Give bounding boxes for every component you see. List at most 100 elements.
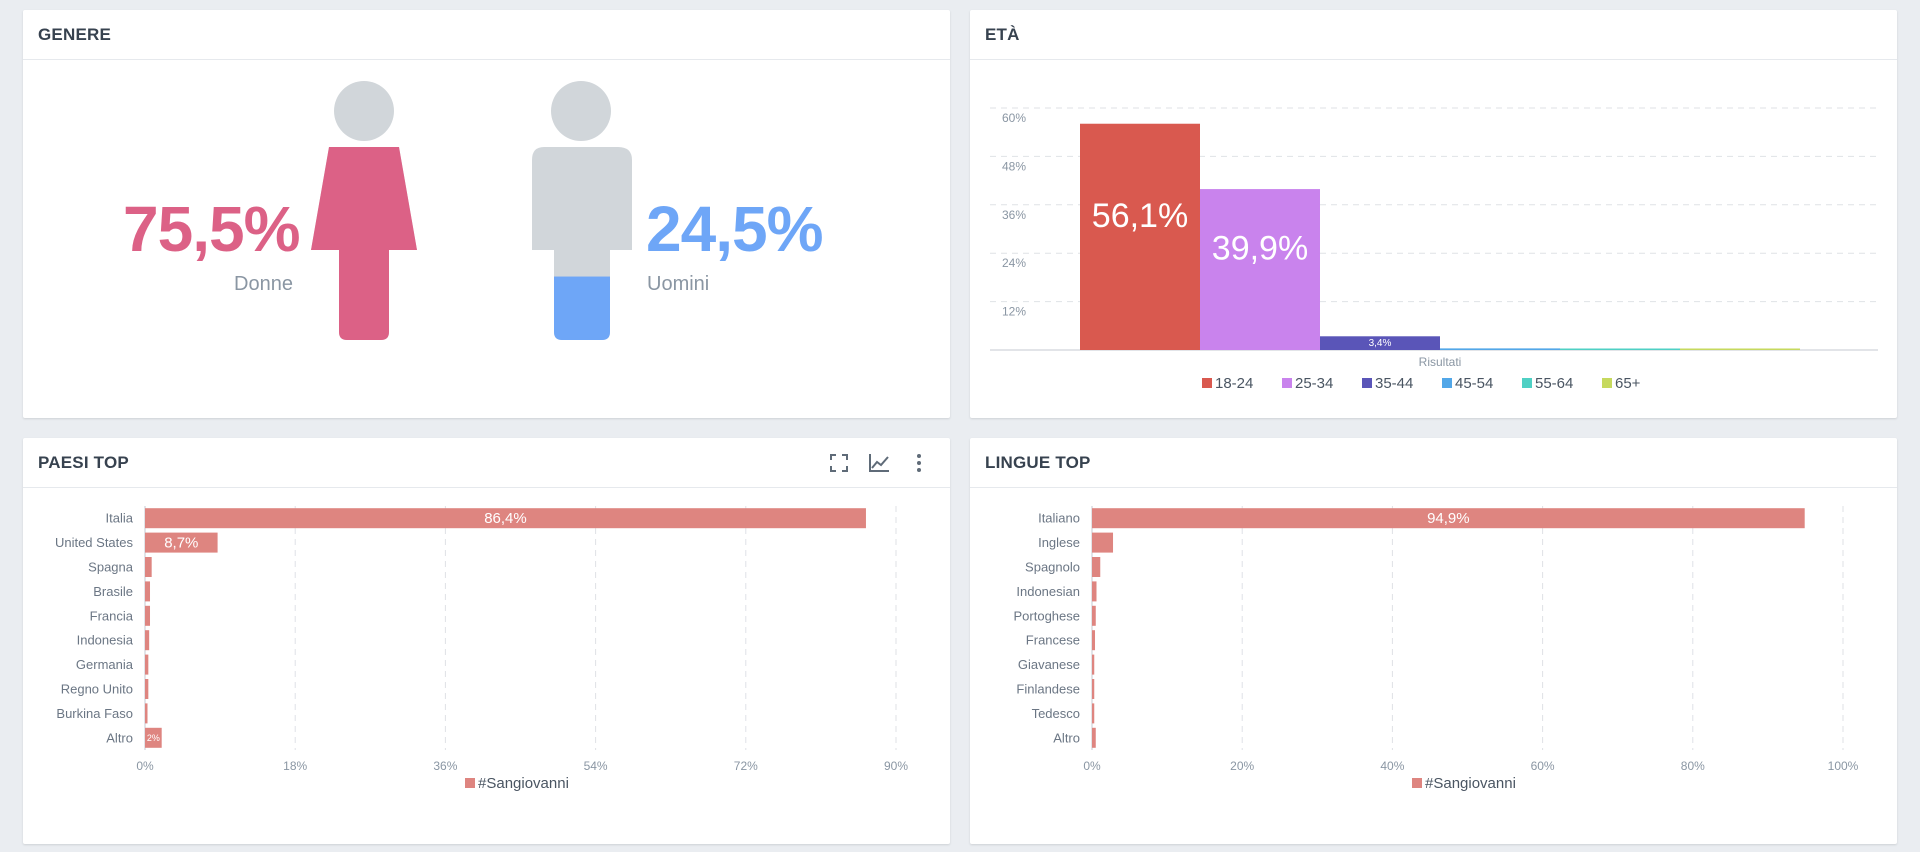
countries-category-label: Indonesia	[77, 633, 134, 648]
countries-bar[interactable]	[145, 679, 149, 699]
languages-category-label: Giavanese	[1018, 657, 1080, 672]
countries-category-label: Germania	[76, 657, 134, 672]
languages-x-tick: 20%	[1230, 759, 1254, 773]
age-legend-label: 45-54	[1455, 375, 1493, 392]
age-legend-item[interactable]: 25-34	[1282, 375, 1333, 392]
languages-category-label: Spagnolo	[1025, 560, 1080, 575]
more-vertical-icon[interactable]	[906, 450, 932, 476]
languages-x-tick: 0%	[1083, 759, 1101, 773]
languages-bar[interactable]	[1092, 630, 1096, 651]
age-legend-label: 35-44	[1375, 375, 1413, 392]
gender-card-title: GENERE	[38, 24, 111, 44]
age-card-title: ETÀ	[985, 24, 1020, 44]
age-legend-item[interactable]: 45-54	[1442, 375, 1493, 392]
languages-bar[interactable]	[1092, 654, 1095, 675]
countries-legend-swatch	[465, 778, 475, 788]
countries-category-label: Altro	[106, 730, 133, 745]
age-x-category: Risultati	[1419, 355, 1462, 369]
age-bar-label: 3,4%	[1369, 338, 1392, 349]
male-figure-icon	[532, 81, 632, 340]
languages-x-tick: 100%	[1828, 759, 1859, 773]
countries-bar-label: 2%	[147, 733, 160, 743]
languages-legend-swatch	[1412, 778, 1422, 788]
languages-bar[interactable]	[1092, 727, 1096, 748]
countries-card-title: PAESI TOP	[38, 452, 129, 472]
gender-card: GENERE 75,5% Donne	[23, 10, 950, 418]
countries-x-tick: 54%	[584, 759, 608, 773]
age-y-tick: 48%	[1002, 159, 1026, 173]
age-y-tick: 12%	[1002, 305, 1026, 319]
languages-category-label: Francese	[1026, 633, 1080, 648]
languages-bar[interactable]	[1092, 581, 1097, 602]
languages-bar[interactable]	[1092, 605, 1096, 626]
age-chart: 12% 24% 36% 48% 60% 56,1% 39,9% 3,4% Risultati 18…	[990, 107, 1878, 392]
languages-card: LINGUE TOP 0% 20% 40% 60% 80% 100% Italiano 94,…	[970, 438, 1897, 844]
female-figure-icon	[311, 81, 417, 340]
age-legend-swatch	[1442, 378, 1452, 388]
countries-bar[interactable]	[145, 532, 218, 553]
countries-bar[interactable]	[145, 727, 162, 748]
countries-bar-label: 86,4%	[484, 510, 527, 527]
languages-bar[interactable]	[1092, 557, 1101, 577]
languages-category-label: Tedesco	[1032, 706, 1080, 721]
age-bar-45-54[interactable]	[1440, 348, 1560, 350]
age-bar-35-44[interactable]	[1320, 336, 1440, 350]
age-bar-55-64[interactable]	[1560, 348, 1680, 351]
languages-category-label: Finlandese	[1016, 682, 1080, 697]
countries-category-label: United States	[55, 535, 134, 550]
expand-icon[interactable]	[826, 450, 852, 476]
line-chart-icon[interactable]	[866, 450, 892, 476]
age-legend-swatch	[1362, 378, 1372, 388]
countries-card-header: PAESI TOP	[23, 438, 950, 488]
languages-category-label: Indonesian	[1016, 584, 1080, 599]
languages-legend-item[interactable]: #Sangiovanni	[1412, 775, 1516, 792]
age-bar-18-24[interactable]	[1080, 123, 1200, 350]
languages-category-label: Portoghese	[1014, 608, 1081, 623]
countries-bar[interactable]	[145, 654, 149, 675]
age-legend-item[interactable]: 18-24	[1202, 375, 1253, 392]
countries-legend-item[interactable]: #Sangiovanni	[465, 775, 569, 792]
languages-legend-label: #Sangiovanni	[1425, 775, 1516, 792]
languages-card-title: LINGUE TOP	[985, 452, 1091, 472]
gender-card-header: GENERE	[23, 10, 950, 60]
languages-category-label: Italiano	[1038, 511, 1080, 526]
age-legend-label: 55-64	[1535, 375, 1573, 392]
languages-x-tick: 80%	[1681, 759, 1705, 773]
age-bar-label: 56,1%	[1092, 197, 1188, 235]
countries-category-label: Spagna	[88, 560, 134, 575]
age-legend-item[interactable]: 35-44	[1362, 375, 1413, 392]
age-legend-item[interactable]: 55-64	[1522, 375, 1573, 392]
countries-card: PAESI TOP 0% 18% 36% 54% 72% 90% Italia 86,4% Un…	[23, 438, 950, 844]
countries-bar-label: 8,7%	[164, 535, 198, 552]
languages-bar[interactable]	[1092, 508, 1805, 529]
languages-bar[interactable]	[1092, 532, 1114, 553]
countries-bar[interactable]	[145, 557, 152, 577]
countries-category-label: Francia	[90, 608, 134, 623]
age-y-tick: 60%	[1002, 111, 1026, 125]
countries-bar[interactable]	[145, 630, 150, 651]
age-bar-25-34[interactable]	[1200, 189, 1320, 350]
countries-bar[interactable]	[145, 605, 151, 626]
languages-bar[interactable]	[1092, 679, 1095, 699]
languages-x-tick: 60%	[1531, 759, 1555, 773]
age-bar-65+[interactable]	[1680, 348, 1800, 351]
countries-bar[interactable]	[145, 703, 148, 724]
countries-x-tick: 36%	[433, 759, 457, 773]
age-legend-item[interactable]: 65+	[1602, 375, 1641, 392]
gender-body: 75,5% Donne	[23, 60, 950, 418]
languages-category-label: Inglese	[1038, 535, 1080, 550]
female-percentage: 75,5%	[123, 193, 300, 265]
age-legend-label: 65+	[1615, 375, 1641, 392]
countries-bar[interactable]	[145, 581, 151, 602]
languages-bar[interactable]	[1092, 703, 1095, 724]
female-fill	[311, 144, 417, 340]
countries-x-tick: 18%	[283, 759, 307, 773]
age-legend-swatch	[1522, 378, 1532, 388]
countries-bar[interactable]	[145, 508, 866, 529]
male-fill	[532, 276, 632, 340]
languages-card-header: LINGUE TOP	[970, 438, 1897, 488]
age-legend-swatch	[1202, 378, 1212, 388]
age-y-tick: 36%	[1002, 208, 1026, 222]
languages-chart: 0% 20% 40% 60% 80% 100% Italiano 94,9% Inglese Sp…	[1014, 506, 1859, 792]
age-legend-label: 25-34	[1295, 375, 1333, 392]
